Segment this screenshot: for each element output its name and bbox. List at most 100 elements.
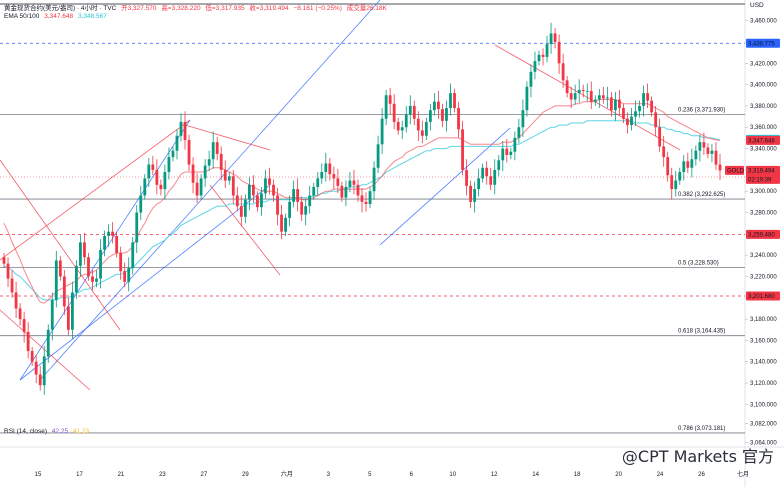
candle-body [199,178,203,196]
candle-body [280,214,283,232]
candle-body [457,108,460,130]
candle-body [111,231,115,236]
candle-body [678,172,682,181]
fib-label: 0.382 (3,292.625) [678,192,725,198]
candle-body [658,127,662,147]
candle-body [324,163,328,173]
candle-body [292,189,296,202]
candle-body [400,127,404,131]
y-tick-label: 3,280.000 [750,211,777,217]
candle-body [320,172,324,179]
candle-body [340,185,344,198]
candle-body [207,159,211,166]
candle-body [392,103,396,122]
candle-body [634,111,637,117]
candle-body [179,121,183,136]
trend-line [209,184,281,276]
ema-legend[interactable]: EMA 50/100 3,347.648 3,348.567 [4,13,110,20]
candle-body [533,61,537,72]
y-tick-label: 3,360.000 [750,125,777,131]
trend-line [0,159,121,331]
candle-body [549,33,553,45]
rsi-value: 42.25 [51,428,69,435]
price-tag [746,165,780,184]
candle-body [577,89,581,94]
ohlc-change: −8.161 (−0.25%) [293,5,342,12]
y-tick-label: 3,140.000 [750,360,777,366]
candle-body [686,161,690,168]
candle-body [247,184,251,200]
candle-body [223,169,227,181]
trend-line [39,0,381,381]
candle-body [557,41,561,64]
candle-body [316,178,320,187]
candle-body [581,89,585,92]
candle-body [18,308,22,320]
candle-body [336,178,340,186]
candle-body [260,193,263,208]
candle-body [497,160,501,170]
x-tick-label: 六月 [281,470,293,478]
symbol-title[interactable]: 黄金现货合约(美元/盎司) · 4小时 · TVC [4,5,117,12]
rsi-legend[interactable]: RSI (14, close) 42.25 41.23 [4,428,92,435]
candle-body [372,167,376,192]
candle-body [159,184,163,190]
price-tag-text: 3,438.775 [748,41,775,47]
candle-body [183,121,187,141]
countdown-text: 02:19:39 [748,177,772,183]
candle-body [83,242,86,258]
candle-body [239,206,243,217]
candle-body [356,184,360,196]
candle-body [698,142,702,151]
candle-body [569,93,573,100]
x-tick-label: 6 [410,472,414,478]
candle-body [509,151,513,155]
candle-body [670,175,674,190]
candle-body [565,80,569,94]
candle-body [553,33,557,42]
trend-line [379,127,511,246]
candle-body [710,150,714,154]
candle-body [420,130,424,136]
candle-body [75,265,78,293]
y-tick-label: 3,082.000 [750,422,777,428]
candle-body [585,91,589,92]
watermark: @CPT Markets 官方 [621,447,774,466]
candle-body [630,116,633,126]
candle-body [328,163,332,175]
candle-body [364,201,368,204]
candle-body [521,110,525,128]
candle-body [175,135,179,151]
fib-label: 0.786 (3,073.181) [678,426,725,432]
candle-body [50,299,54,330]
candle-body [481,167,485,179]
candle-body [412,105,416,119]
price-tag [746,229,780,239]
candle-body [139,195,143,213]
ema-label: EMA 50/100 [4,13,40,20]
candle-body [344,186,348,198]
price-tag-text: 3,259.480 [748,232,775,238]
fib-label: 0.5 (3,228.530) [678,260,719,266]
y-tick-label: 3,400.000 [750,83,777,89]
x-tick-label: 七月 [737,470,749,478]
candle-body [352,180,356,185]
price-tag [746,38,780,48]
candle-body [614,99,617,111]
ema50-value: 3,347.648 [44,13,74,20]
candle-body [26,331,30,352]
candle-body [376,144,380,168]
price-tag-text: 3,201.680 [748,294,775,300]
candle-body [408,105,412,115]
candle-body [626,118,629,126]
candle-body [115,235,119,254]
candle-body [453,93,456,109]
y-tick-label: 3,160.000 [750,338,777,344]
x-tick-label: 10 [449,472,456,478]
x-tick-label: 20 [615,472,622,478]
trend-line [0,309,91,391]
candle-body [461,129,464,170]
